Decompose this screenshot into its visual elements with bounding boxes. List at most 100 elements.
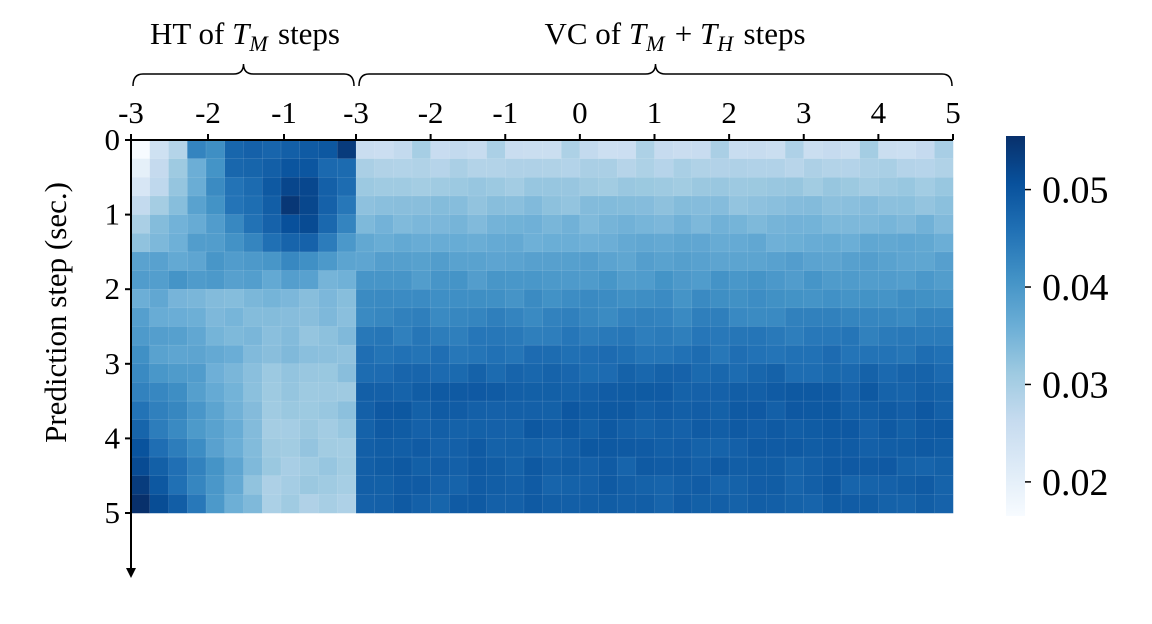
heatmap-cell	[299, 326, 320, 346]
heatmap-cell	[766, 400, 786, 421]
group-headers: HT of TM steps VC of TM + TH steps	[132, 16, 953, 87]
heatmap-cell	[635, 177, 656, 197]
heatmap-cell	[299, 494, 320, 514]
heatmap-cell	[337, 382, 357, 402]
heatmap-cell	[747, 382, 767, 402]
heatmap-cell	[430, 233, 450, 253]
heatmap-cell	[878, 139, 898, 160]
heatmap-cell	[224, 288, 245, 309]
heatmap-cell	[766, 158, 786, 178]
heatmap-cell	[467, 382, 488, 402]
heatmap-cell	[374, 233, 394, 253]
heatmap-cell	[205, 344, 226, 365]
heatmap-cell	[542, 419, 562, 439]
heatmap-cell	[280, 456, 301, 477]
ht-xtick-label: -3	[118, 95, 144, 130]
heatmap-cell	[766, 177, 786, 197]
colorbar-tick-label: 0.03	[1042, 364, 1109, 406]
heatmap-cell	[505, 195, 525, 216]
heatmap-cell	[654, 419, 674, 439]
heatmap-cell	[318, 288, 338, 309]
heatmap-cell	[803, 494, 823, 514]
heatmap-cell	[616, 326, 637, 346]
heatmap-cell	[486, 438, 506, 458]
heatmap-cell	[691, 158, 712, 178]
heatmap-cell	[691, 288, 712, 309]
heatmap-cell	[747, 456, 767, 477]
heatmap-cell	[449, 214, 469, 234]
heatmap-cell	[896, 251, 917, 272]
heatmap-cell	[747, 177, 767, 197]
heatmap-cell	[803, 438, 823, 458]
heatmap-cell	[672, 456, 693, 477]
heatmap-cell	[747, 251, 767, 272]
heatmap-cell	[299, 400, 320, 421]
heatmap-cell	[616, 419, 637, 439]
heatmap-cell	[224, 363, 245, 383]
heatmap-cell	[560, 494, 581, 514]
heatmap-cell	[728, 344, 749, 365]
heatmap-cell	[224, 400, 245, 421]
heatmap-cell	[710, 400, 730, 421]
heatmap-cell	[747, 475, 767, 495]
heatmap-cell	[691, 233, 712, 253]
heatmap-cell	[560, 270, 581, 290]
heatmap-cell	[654, 177, 674, 197]
heatmap-cell	[766, 475, 786, 495]
heatmap-cell	[374, 307, 394, 328]
heatmap-cell	[280, 344, 301, 365]
heatmap-cell	[374, 363, 394, 383]
heatmap-cell	[262, 400, 282, 421]
heatmap-cell	[205, 139, 226, 160]
heatmap-cell	[542, 270, 562, 290]
heatmap-cell	[486, 419, 506, 439]
heatmap-cell	[691, 475, 712, 495]
heatmap-cell	[411, 251, 432, 272]
heatmap-cell	[784, 288, 805, 309]
heatmap-cell	[691, 400, 712, 421]
heatmap-cell	[337, 214, 357, 234]
heatmap-cell	[130, 288, 151, 309]
heatmap-cell	[672, 438, 693, 458]
heatmap-cell	[187, 419, 207, 439]
heatmap-cell	[205, 233, 226, 253]
heatmap-cell	[467, 158, 488, 178]
heatmap-cell	[168, 288, 188, 309]
heatmap-cell	[542, 326, 562, 346]
heatmap-cell	[449, 382, 469, 402]
heatmap-cell	[840, 195, 861, 216]
heatmap-cell	[187, 177, 207, 197]
heatmap-cell	[205, 251, 226, 272]
heatmap-cell	[280, 400, 301, 421]
heatmap-cell	[449, 456, 469, 477]
heatmap-cell	[710, 233, 730, 253]
heatmap-cell	[430, 307, 450, 328]
heatmap-cell	[262, 438, 282, 458]
heatmap-cell	[878, 419, 898, 439]
heatmap-cell	[635, 270, 656, 290]
heatmap-cell	[598, 419, 618, 439]
heatmap-cell	[822, 400, 842, 421]
heatmap-cell	[784, 177, 805, 197]
heatmap-cell	[486, 475, 506, 495]
heatmap-cell	[430, 344, 450, 365]
heatmap-cell	[635, 251, 656, 272]
heatmap-cell	[784, 400, 805, 421]
heatmap-cell	[374, 251, 394, 272]
heatmap-cell	[411, 270, 432, 290]
heatmap-cell	[337, 456, 357, 477]
heatmap-cell	[859, 382, 879, 402]
heatmap-cell	[243, 363, 263, 383]
heatmap-cell	[467, 419, 488, 439]
heatmap-cell	[747, 288, 767, 309]
heatmap-cell	[523, 400, 544, 421]
heatmap-cell	[430, 475, 450, 495]
heatmap-cell	[654, 400, 674, 421]
heatmap-cell	[411, 494, 432, 514]
heatmap-cell	[130, 419, 151, 439]
heatmap-cell	[579, 288, 600, 309]
heatmap-cell	[318, 363, 338, 383]
heatmap-cell	[224, 214, 245, 234]
heatmap-cell	[635, 494, 656, 514]
heatmap-cell	[598, 288, 618, 309]
